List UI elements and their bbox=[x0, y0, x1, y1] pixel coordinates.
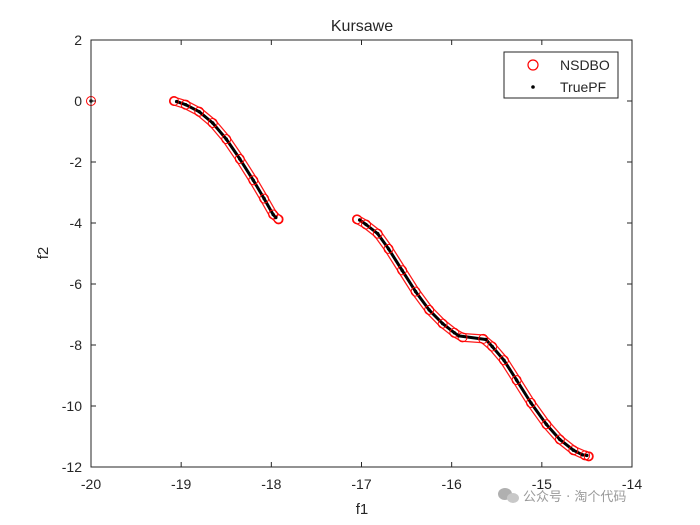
chart-title: Kursawe bbox=[331, 18, 393, 35]
nsdbo-point bbox=[554, 434, 565, 445]
nsdbo-point bbox=[437, 318, 448, 329]
truepf-point bbox=[490, 344, 494, 349]
truepf-branch bbox=[175, 100, 278, 219]
data-marks bbox=[86, 96, 594, 462]
nsdbo-point bbox=[351, 214, 362, 225]
truepf-point bbox=[376, 231, 380, 236]
truepf-point bbox=[183, 102, 188, 107]
y-tick-label: -8 bbox=[70, 337, 83, 353]
nsdbo-point bbox=[583, 451, 594, 462]
y-axis-ticks: -12 -10 -8 -6 -4 -2 0 2 bbox=[62, 32, 632, 475]
nsdbo-point bbox=[361, 219, 372, 230]
truepf-point bbox=[271, 212, 275, 217]
nsdbo-point bbox=[580, 450, 591, 461]
nsdbo-point bbox=[487, 341, 498, 352]
truepf-point bbox=[571, 448, 576, 452]
truepf-point bbox=[457, 334, 461, 338]
truepf-point bbox=[211, 121, 215, 125]
x-axis-label: f1 bbox=[356, 501, 369, 518]
nsdbo-point bbox=[410, 286, 421, 297]
nsdbo-point bbox=[180, 99, 191, 110]
nsdbo-point bbox=[207, 117, 218, 128]
wechat-icon bbox=[498, 488, 519, 503]
truepf-point bbox=[440, 321, 445, 326]
truepf-point bbox=[238, 157, 242, 161]
nsdbo-point bbox=[449, 327, 460, 338]
nsdbo-point bbox=[498, 355, 509, 366]
x-tick-label: -15 bbox=[532, 476, 552, 492]
nsdbo-point bbox=[457, 332, 468, 343]
x-tick-label: -16 bbox=[442, 476, 462, 492]
truepf-point bbox=[544, 422, 549, 426]
nsdbo-point bbox=[259, 193, 270, 204]
truepf-point bbox=[364, 222, 368, 227]
x-tick-label: -17 bbox=[351, 476, 371, 492]
y-tick-label: 2 bbox=[74, 32, 82, 48]
truepf-point bbox=[502, 358, 506, 362]
truepf-point bbox=[386, 247, 391, 251]
truepf-point bbox=[580, 453, 585, 457]
truepf-point bbox=[452, 331, 457, 335]
x-tick-label: -18 bbox=[261, 476, 281, 492]
truepf-point bbox=[357, 218, 362, 222]
y-axis-label: f2 bbox=[35, 247, 52, 260]
truepf-point bbox=[251, 178, 255, 182]
nsdbo-point bbox=[234, 153, 245, 164]
nsdbo-point bbox=[511, 375, 522, 386]
x-tick-label: -20 bbox=[81, 476, 101, 492]
nsdbo-point bbox=[383, 243, 394, 254]
truepf-point bbox=[529, 401, 533, 405]
x-axis-ticks: -20 -19 -18 -17 -16 -15 -14 bbox=[81, 40, 642, 492]
truepf-point bbox=[224, 137, 228, 141]
truepf-point bbox=[400, 268, 404, 272]
nsdbo-point bbox=[168, 96, 179, 106]
truepf-point bbox=[427, 308, 431, 312]
truepf-point bbox=[413, 289, 418, 294]
y-tick-label: -12 bbox=[62, 459, 82, 475]
legend-marker-nsdbo bbox=[527, 59, 539, 71]
y-tick-label: -4 bbox=[70, 215, 83, 231]
nsdbo-point bbox=[478, 333, 489, 344]
nsdbo-point bbox=[248, 175, 259, 186]
x-tick-label: -19 bbox=[171, 476, 191, 492]
y-tick-label: -2 bbox=[70, 154, 83, 170]
nsdbo-point bbox=[273, 214, 284, 225]
truepf-point bbox=[585, 453, 589, 458]
nsdbo-point bbox=[194, 106, 205, 117]
y-tick-label: 0 bbox=[74, 93, 82, 109]
truepf-point bbox=[197, 109, 201, 114]
y-tick-label: -6 bbox=[70, 276, 83, 292]
legend-box bbox=[503, 51, 619, 99]
x-tick-label: -14 bbox=[622, 476, 642, 492]
legend: NSDBO TruePF bbox=[503, 51, 619, 99]
truepf-point bbox=[262, 196, 266, 201]
watermark-text: 公众号 · 淘个代码 bbox=[523, 490, 626, 505]
truepf-point bbox=[514, 378, 519, 382]
truepf-point bbox=[274, 215, 278, 220]
legend-marker-truepf bbox=[531, 85, 535, 89]
truepf-point bbox=[484, 337, 488, 342]
nsdbo-point bbox=[568, 445, 579, 456]
plot-area bbox=[91, 40, 632, 467]
nsdbo-point bbox=[397, 265, 408, 276]
nsdbo-point bbox=[424, 304, 435, 315]
truepf-point bbox=[174, 99, 179, 104]
legend-label-nsdbo: NSDBO bbox=[560, 57, 610, 73]
y-tick-label: -10 bbox=[62, 398, 82, 414]
nsdbo-point bbox=[526, 397, 537, 408]
nsdbo-point bbox=[221, 134, 232, 145]
legend-label-truepf: TruePF bbox=[560, 79, 606, 95]
truepf-point bbox=[558, 437, 562, 442]
nsdbo-point bbox=[372, 228, 383, 239]
nsdbo-point bbox=[541, 419, 552, 430]
watermark: 公众号 · 淘个代码 bbox=[498, 488, 626, 505]
